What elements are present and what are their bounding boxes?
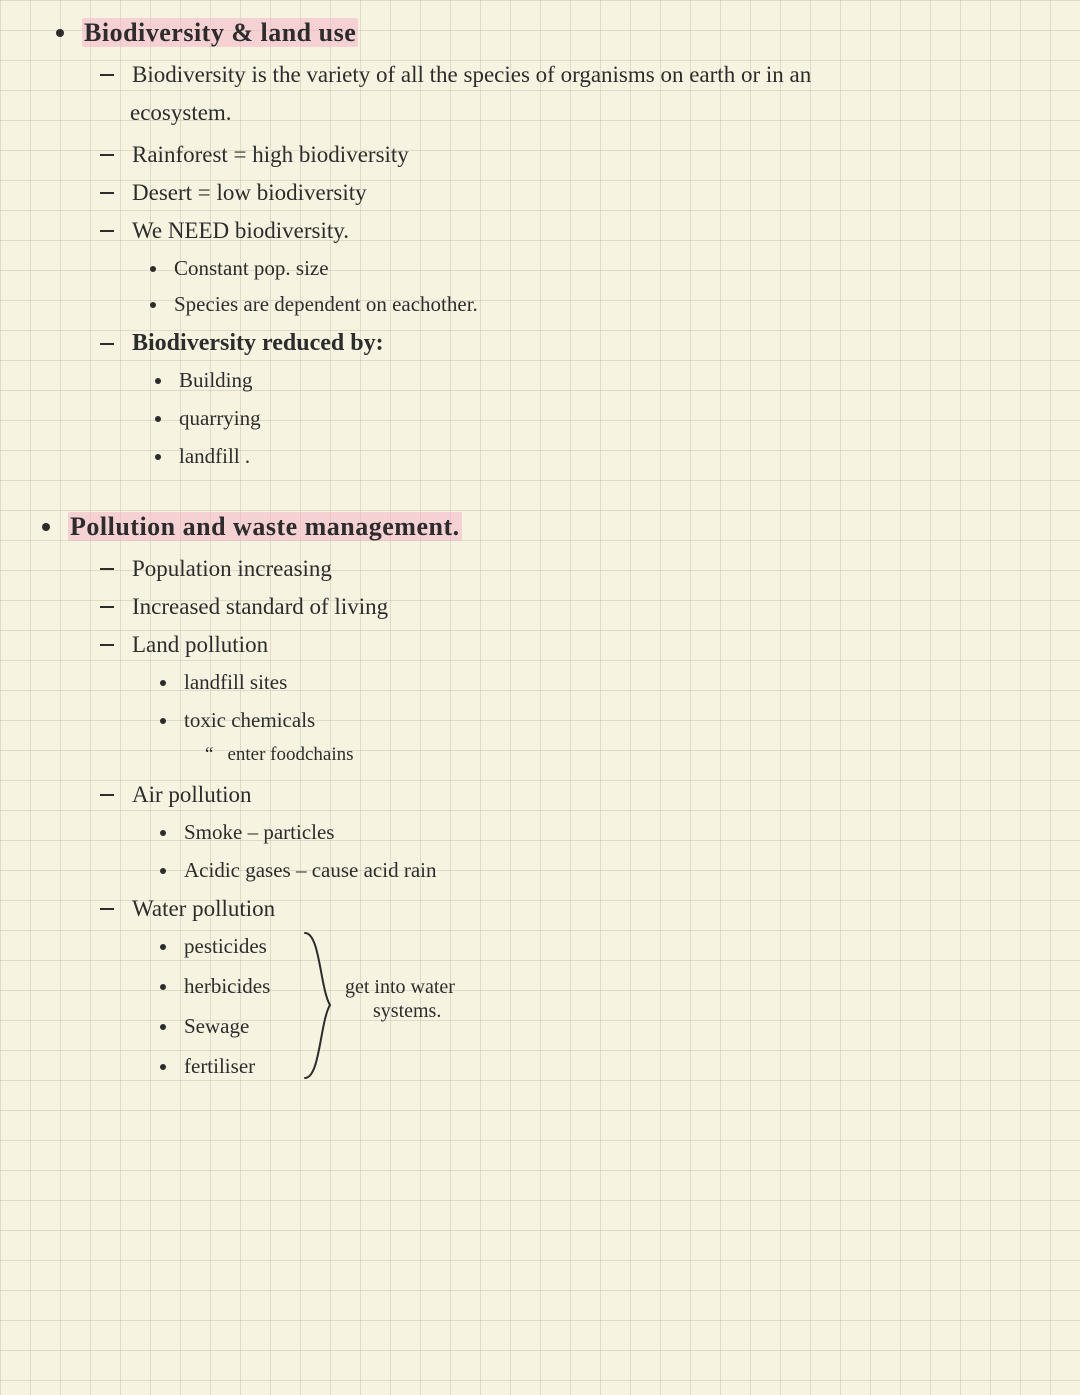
bullet-icon	[160, 718, 166, 724]
bullet-icon	[155, 416, 161, 422]
annotation-line: get into water	[345, 975, 455, 999]
body-text: landfill .	[179, 444, 250, 468]
body-text: quarrying	[179, 406, 261, 430]
section-title: Biodiversity & land use	[82, 18, 358, 47]
body-text: Biodiversity is the variety of all the s…	[132, 62, 811, 87]
body-text: herbicides	[184, 974, 270, 998]
body-text: Sewage	[184, 1014, 249, 1038]
subbullet-row: Constant pop. size	[150, 256, 329, 281]
subbullet-row: toxic chemicals	[160, 708, 315, 733]
dash-icon	[100, 908, 114, 910]
body-text: ecosystem.	[130, 100, 232, 125]
bullet-icon	[160, 1024, 166, 1030]
bullet-icon	[150, 266, 156, 272]
dash-icon	[100, 154, 114, 156]
body-text: fertiliser	[184, 1054, 255, 1078]
body-text: Rainforest = high biodiversity	[132, 142, 409, 167]
subbullet-row: Acidic gases – cause acid rain	[160, 858, 436, 883]
bullet-icon	[56, 29, 64, 37]
body-text: pesticides	[184, 934, 267, 958]
subbullet-row: Building	[155, 368, 253, 393]
bullet-icon	[160, 830, 166, 836]
bullet-icon	[42, 523, 50, 531]
dash-row: Increased standard of living	[100, 594, 388, 620]
dash-row: Water pollution	[100, 896, 275, 922]
dash-row: Desert = low biodiversity	[100, 180, 367, 206]
body-text: Constant pop. size	[174, 256, 329, 280]
subbullet-row: Smoke – particles	[160, 820, 334, 845]
notes-page: Biodiversity & land use Biodiversity is …	[0, 0, 1080, 1395]
dash-icon	[100, 794, 114, 796]
dash-icon	[100, 74, 114, 76]
dash-row: Biodiversity reduced by:	[100, 330, 384, 357]
dash-icon	[100, 644, 114, 646]
subbullet-row: Species are dependent on eachother.	[150, 292, 478, 317]
bullet-icon	[155, 378, 161, 384]
highlighted-text: Pollution and waste management.	[68, 512, 462, 541]
body-text: Building	[179, 368, 253, 392]
dash-icon	[100, 343, 114, 345]
dash-row: Air pollution	[100, 782, 251, 808]
dash-row: Biodiversity is the variety of all the s…	[100, 62, 811, 88]
dash-row: Population increasing	[100, 556, 332, 582]
body-text: landfill sites	[184, 670, 287, 694]
body-text: Acidic gases – cause acid rain	[184, 858, 436, 882]
subbullet-row: herbicides	[160, 974, 270, 999]
body-text: Land pollution	[132, 632, 268, 657]
bullet-icon	[160, 680, 166, 686]
bullet-icon	[160, 1064, 166, 1070]
body-text: Increased standard of living	[132, 594, 388, 619]
body-text: We NEED biodiversity.	[132, 218, 349, 243]
quote-icon: “	[205, 744, 213, 765]
subbullet-row: pesticides	[160, 934, 267, 959]
body-text: Species are dependent on eachother.	[174, 292, 478, 316]
subbullet-row: quarrying	[155, 406, 261, 431]
subbullet-row: landfill .	[155, 444, 250, 469]
dash-icon	[100, 192, 114, 194]
body-text: Biodiversity reduced by:	[132, 330, 384, 356]
bullet-icon	[155, 454, 161, 460]
body-text: Air pollution	[132, 782, 251, 807]
brace-icon	[300, 928, 340, 1083]
subbullet-row: landfill sites	[160, 670, 287, 695]
dash-icon	[100, 230, 114, 232]
brace-annotation: get into water systems.	[345, 975, 455, 1023]
body-text: toxic chemicals	[184, 708, 315, 732]
dash-row: Rainforest = high biodiversity	[100, 142, 409, 168]
bullet-icon	[150, 302, 156, 308]
dash-row: We NEED biodiversity.	[100, 218, 349, 244]
body-text: Water pollution	[132, 896, 275, 921]
bullet-icon	[160, 944, 166, 950]
body-row: ecosystem.	[130, 100, 232, 126]
annotation-line: systems.	[345, 999, 455, 1023]
highlighted-text: Biodiversity & land use	[82, 18, 358, 47]
body-text: Smoke – particles	[184, 820, 334, 844]
subbullet-row: fertiliser	[160, 1054, 255, 1079]
subbullet-row: Sewage	[160, 1014, 249, 1039]
section-title: Pollution and waste management.	[68, 512, 462, 541]
bullet-icon	[160, 984, 166, 990]
dash-icon	[100, 568, 114, 570]
dash-row: Land pollution	[100, 632, 268, 658]
bullet-row: Pollution and waste management.	[42, 512, 462, 542]
body-text: Population increasing	[132, 556, 332, 581]
bullet-icon	[160, 868, 166, 874]
subsub-row: “ enter foodchains	[205, 744, 354, 766]
body-text: enter foodchains	[227, 744, 353, 765]
body-text: Desert = low biodiversity	[132, 180, 367, 205]
bullet-row: Biodiversity & land use	[56, 18, 358, 48]
dash-icon	[100, 606, 114, 608]
